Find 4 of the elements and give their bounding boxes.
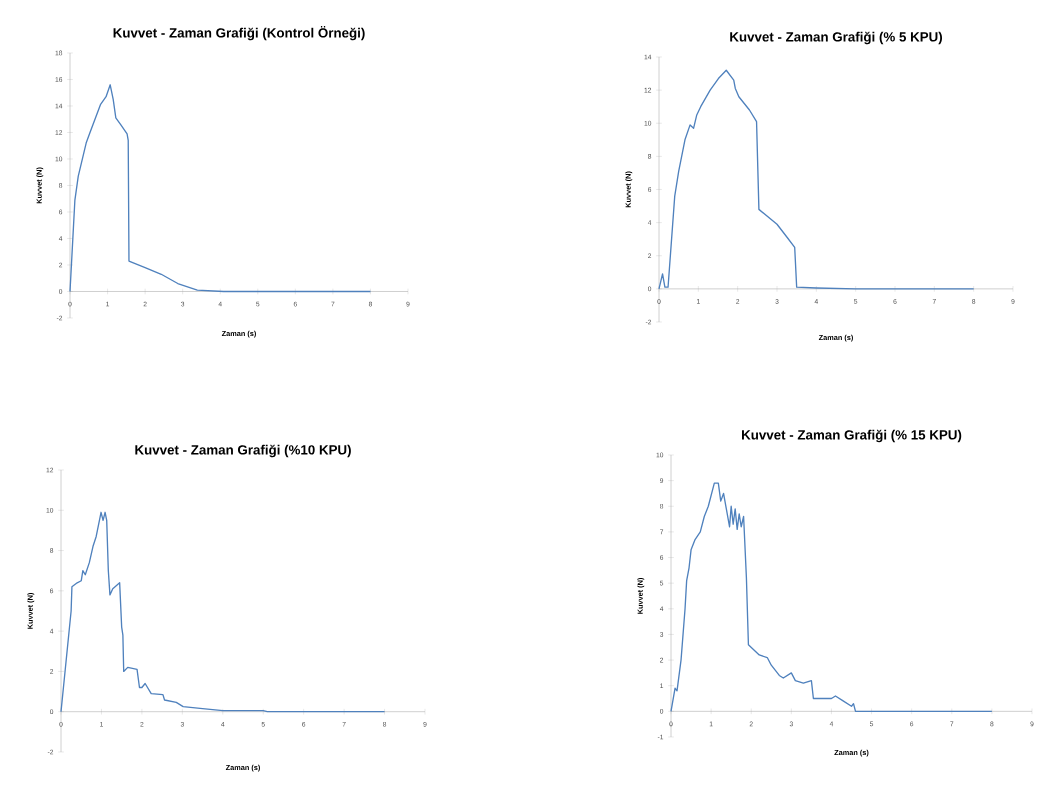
chart-title: Kuvvet - Zaman Grafiği (Kontrol Örneği)	[113, 26, 365, 41]
chart-title: Kuvvet - Zaman Grafiği (% 5 KPU)	[730, 31, 943, 45]
chart-title: Kuvvet - Zaman Grafiği (% 15 KPU)	[742, 429, 962, 443]
chart-title: Kuvvet - Zaman Grafiği (%10 KPU)	[135, 444, 351, 458]
